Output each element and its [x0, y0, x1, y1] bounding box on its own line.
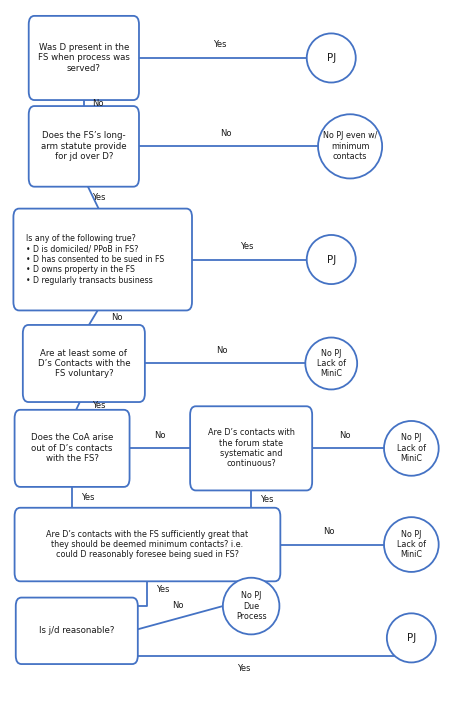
- Text: Yes: Yes: [213, 40, 227, 50]
- FancyBboxPatch shape: [13, 209, 192, 310]
- Ellipse shape: [307, 33, 356, 82]
- Text: Is j/d reasonable?: Is j/d reasonable?: [39, 626, 115, 635]
- Text: Yes: Yes: [92, 193, 106, 202]
- Text: Does the FS’s long-
arm statute provide
for jd over D?: Does the FS’s long- arm statute provide …: [41, 131, 127, 161]
- Ellipse shape: [387, 613, 436, 662]
- Text: No: No: [154, 431, 165, 440]
- FancyBboxPatch shape: [15, 508, 280, 581]
- Ellipse shape: [223, 578, 279, 635]
- Ellipse shape: [384, 517, 438, 572]
- Ellipse shape: [318, 114, 382, 178]
- FancyBboxPatch shape: [23, 325, 145, 402]
- Text: No: No: [92, 99, 104, 107]
- Text: Are D’s contacts with the FS sufficiently great that
they should be deemed minim: Are D’s contacts with the FS sufficientl…: [46, 530, 248, 559]
- Text: Does the CoA arise
out of D’s contacts
with the FS?: Does the CoA arise out of D’s contacts w…: [31, 433, 113, 463]
- Text: Are at least some of
D’s Contacts with the
FS voluntary?: Are at least some of D’s Contacts with t…: [37, 349, 130, 378]
- Text: PJ: PJ: [327, 254, 336, 265]
- Text: No PJ
Due
Process: No PJ Due Process: [236, 591, 266, 621]
- Text: PJ: PJ: [407, 633, 416, 643]
- FancyBboxPatch shape: [15, 410, 129, 487]
- Text: Yes: Yes: [156, 585, 169, 594]
- Ellipse shape: [307, 235, 356, 284]
- Text: Yes: Yes: [240, 242, 253, 251]
- Text: Are D’s contacts with
the forum state
systematic and
continuous?: Are D’s contacts with the forum state sy…: [208, 428, 295, 469]
- Text: No PJ
Lack of
MiniC: No PJ Lack of MiniC: [317, 349, 346, 378]
- FancyBboxPatch shape: [16, 598, 138, 664]
- Ellipse shape: [384, 421, 438, 476]
- Text: Is any of the following true?
• D is domiciled/ PPoB in FS?
• D has consented to: Is any of the following true? • D is dom…: [26, 234, 164, 285]
- Text: Yes: Yes: [81, 493, 94, 502]
- Text: No PJ even w/
minimum
contacts: No PJ even w/ minimum contacts: [323, 131, 377, 161]
- Text: No: No: [172, 601, 183, 610]
- Text: No: No: [111, 313, 123, 322]
- Text: No PJ
Lack of
MiniC: No PJ Lack of MiniC: [397, 530, 426, 559]
- FancyBboxPatch shape: [190, 406, 312, 491]
- FancyBboxPatch shape: [29, 106, 139, 187]
- Text: No: No: [324, 527, 335, 536]
- Text: Yes: Yes: [92, 401, 106, 410]
- Ellipse shape: [305, 337, 357, 390]
- Text: No: No: [220, 129, 231, 138]
- Text: Yes: Yes: [237, 664, 251, 673]
- Text: Yes: Yes: [260, 495, 273, 503]
- Text: PJ: PJ: [327, 53, 336, 63]
- Text: No: No: [217, 346, 228, 355]
- Text: No: No: [339, 431, 351, 440]
- Text: Was D present in the
FS when process was
served?: Was D present in the FS when process was…: [38, 43, 130, 73]
- Text: No PJ
Lack of
MiniC: No PJ Lack of MiniC: [397, 433, 426, 463]
- FancyBboxPatch shape: [29, 16, 139, 100]
